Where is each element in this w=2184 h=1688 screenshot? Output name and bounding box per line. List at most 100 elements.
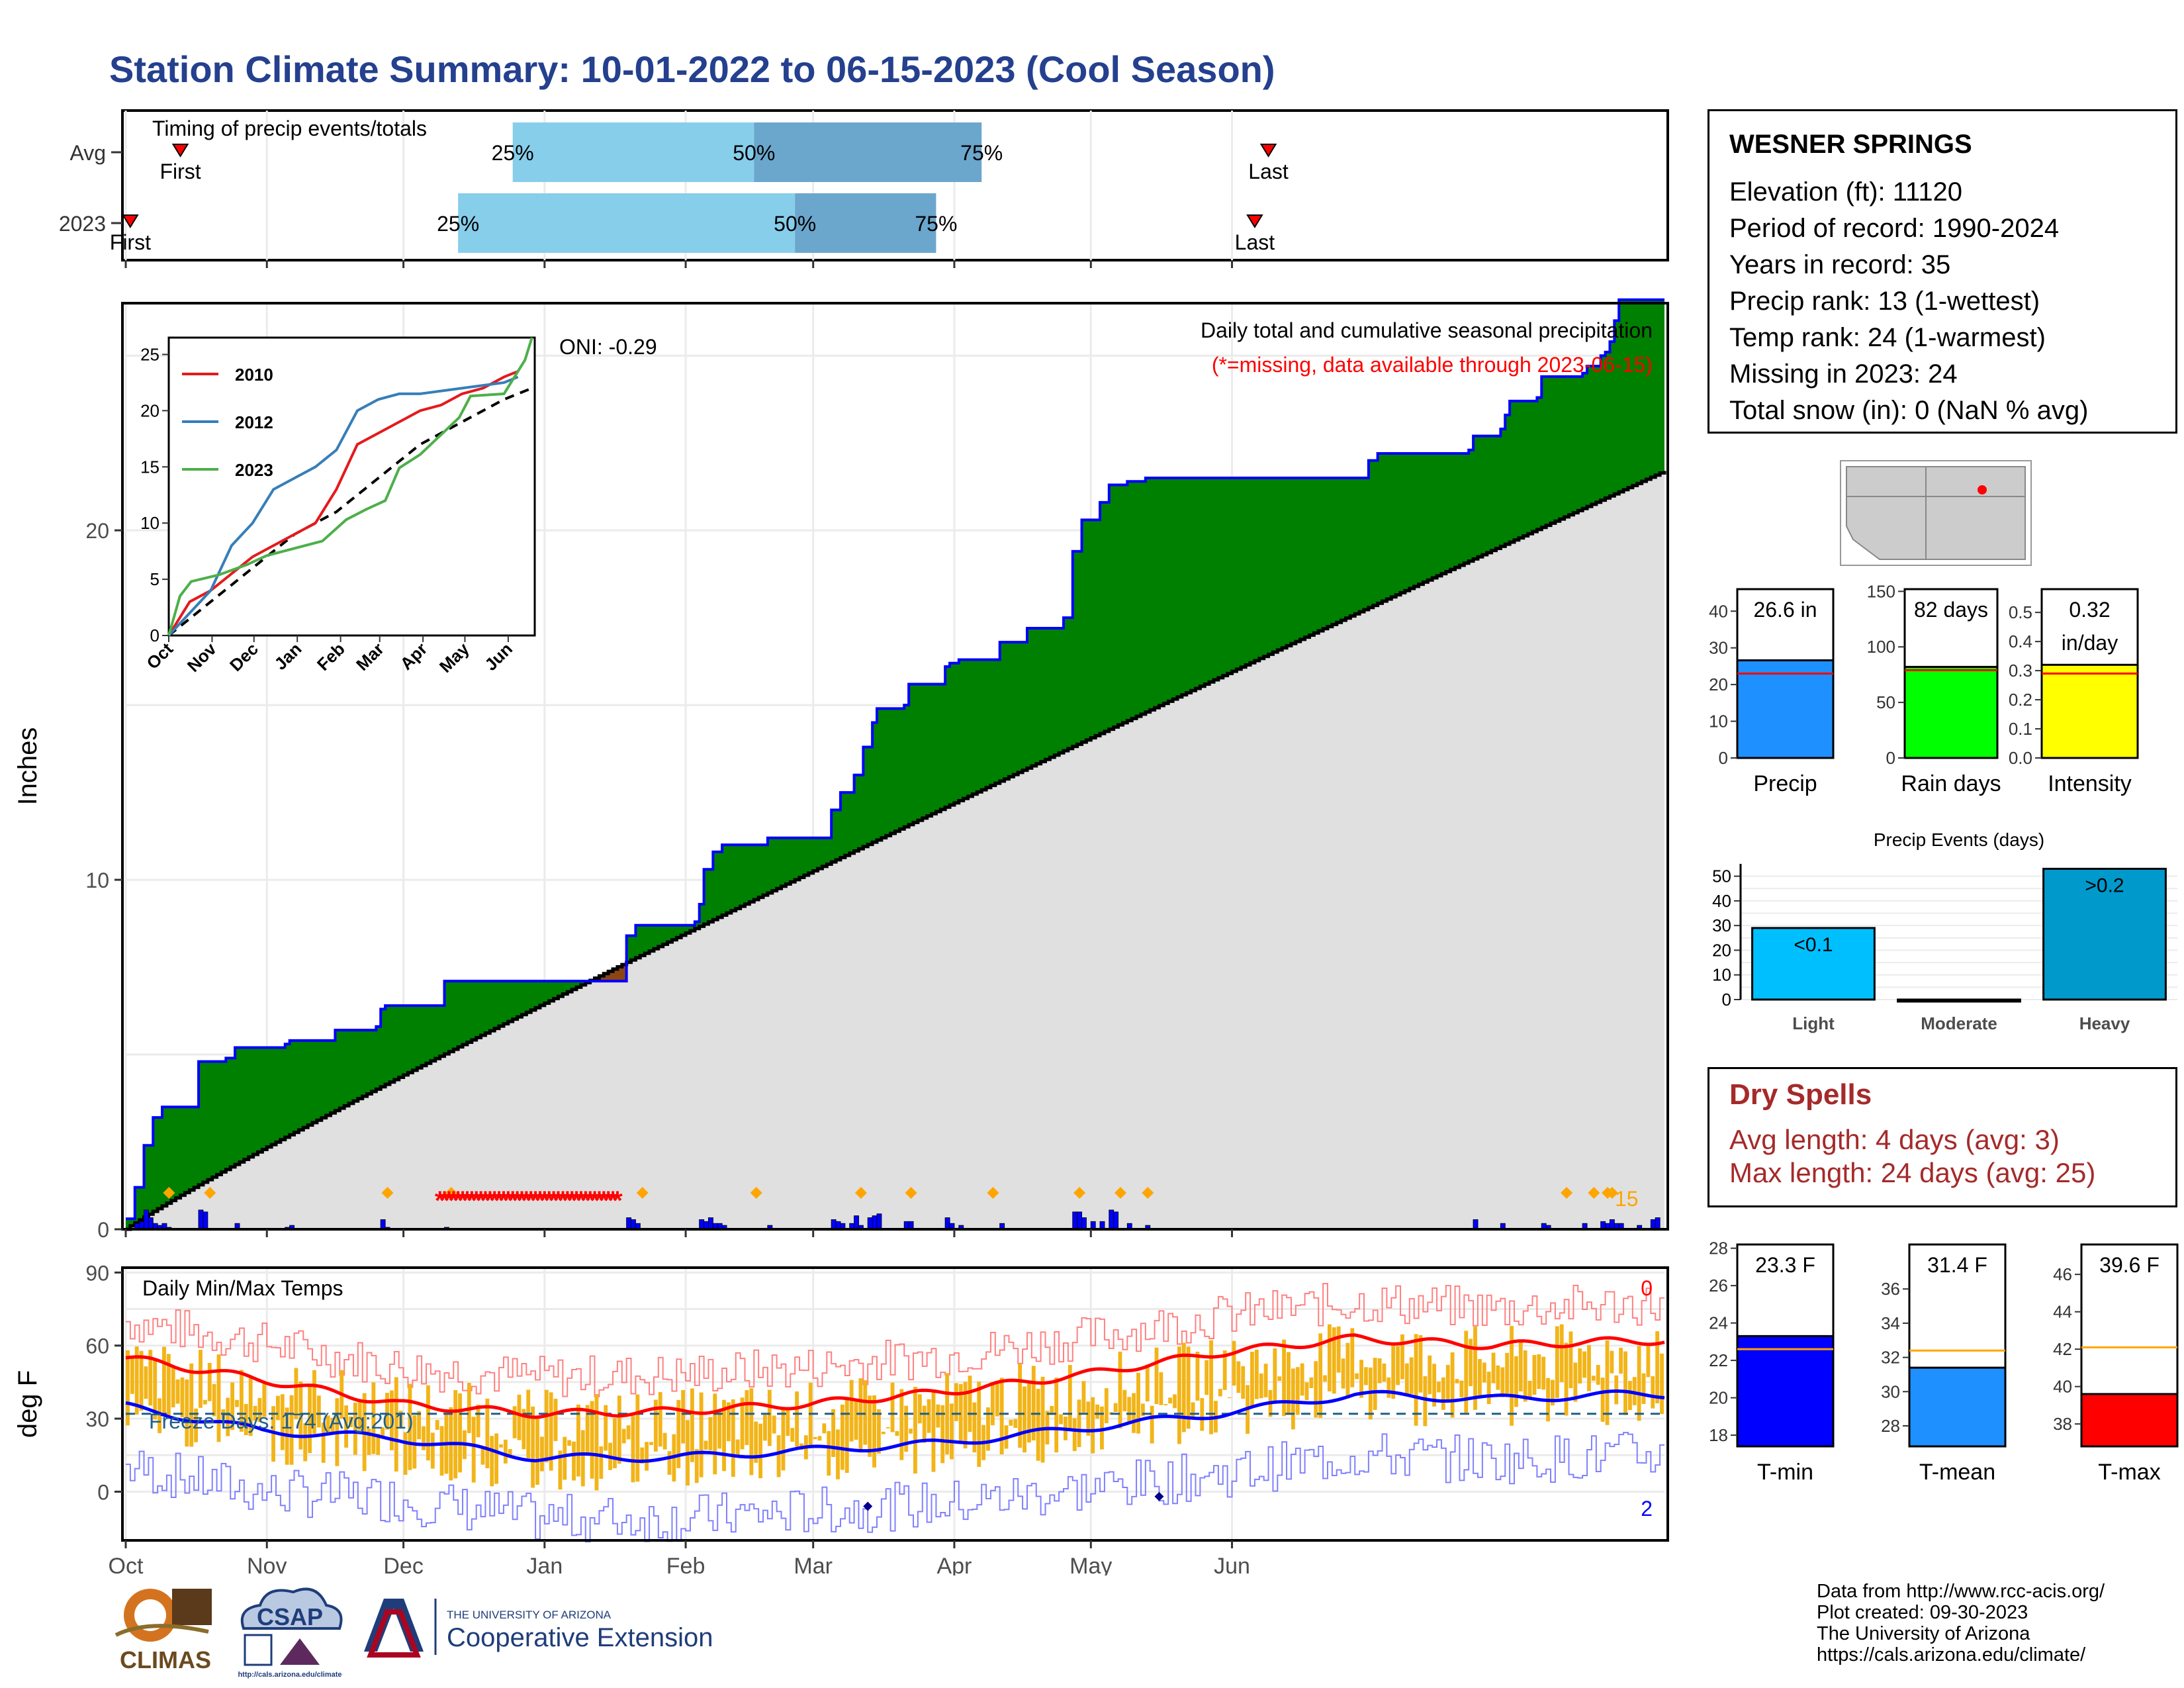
daily-temp-bar	[1573, 1362, 1578, 1402]
daily-temp-bar	[758, 1423, 762, 1479]
missing-day-marker: *	[480, 1186, 491, 1215]
daily-precip-bar	[1109, 1209, 1115, 1230]
record-high-count: 0	[1641, 1276, 1653, 1300]
missing-day-marker: *	[544, 1186, 555, 1215]
daily-temp-bar	[1527, 1380, 1532, 1399]
timing-panel-label: Timing of precip events/totals	[152, 117, 427, 140]
daily-temp-bar	[940, 1405, 945, 1464]
daily-temp-bar	[199, 1350, 203, 1408]
month-label: Apr	[936, 1554, 972, 1575]
daily-temp-bar	[1441, 1377, 1445, 1410]
missing-day-marker: *	[439, 1186, 450, 1215]
daily-temp-bar	[717, 1409, 722, 1449]
summary-bar-ytick-label: 28	[1709, 1239, 1728, 1258]
daily-temp-bar	[385, 1393, 389, 1430]
daily-precip-bar	[380, 1219, 386, 1230]
daily-temp-bar	[544, 1389, 549, 1463]
daily-temp-bar	[1218, 1389, 1222, 1397]
oni-label: ONI: -0.29	[559, 335, 657, 359]
month-label: Jun	[1214, 1554, 1250, 1575]
daily-temp-bar	[522, 1409, 526, 1450]
daily-temp-bar	[1095, 1404, 1100, 1419]
daily-temp-bar	[1500, 1367, 1505, 1397]
daily-temp-bar	[613, 1418, 617, 1469]
summary-bar-ytick-label: 30	[1881, 1382, 1900, 1401]
daily-temp-bar	[704, 1440, 708, 1450]
month-label: May	[1069, 1554, 1112, 1575]
daily-temp-bar	[148, 1350, 153, 1406]
daily-temp-bar	[1254, 1349, 1259, 1399]
daily-temp-bar	[1332, 1327, 1336, 1394]
daily-temp-bar	[899, 1389, 904, 1460]
daily-temp-bar	[786, 1408, 790, 1436]
daily-precip-bar	[1609, 1219, 1615, 1230]
daily-temp-bar	[453, 1389, 458, 1479]
daily-temp-bar	[189, 1363, 194, 1447]
daily-temp-bar	[1036, 1389, 1040, 1461]
summary-bar-value	[2080, 1393, 2179, 1448]
daily-temp-bar	[895, 1430, 899, 1436]
daily-temp-bar	[1445, 1364, 1450, 1403]
daily-temp-bar	[836, 1429, 840, 1479]
daily-temp-bar	[485, 1398, 490, 1469]
station-elevation: Elevation (ft): 11120	[1729, 177, 1963, 207]
summary-bar-ytick-label: 20	[1709, 675, 1728, 694]
daily-temp-bar	[1491, 1352, 1496, 1383]
observed-cumulative-line	[126, 298, 1664, 1221]
daily-temp-bar	[913, 1387, 917, 1474]
daily-precip-bar	[854, 1215, 859, 1230]
daily-temp-bar	[858, 1378, 863, 1453]
daily-temp-bar	[1081, 1381, 1086, 1413]
locator-map	[1840, 460, 2032, 566]
summary-bar-label: 0.32	[2069, 598, 2110, 622]
surplus-area	[126, 299, 1664, 1230]
daily-temp-bar	[831, 1409, 836, 1457]
daily-temp-bar	[212, 1383, 216, 1417]
station-name: WESNER SPRINGS	[1729, 130, 1972, 159]
snow-marker	[204, 1187, 216, 1199]
precip-events-title: Precip Events (days)	[1874, 829, 2044, 850]
daily-temp-bar	[126, 1350, 130, 1426]
csap-logo: CSAP http://cals.arizona.edu/climate	[238, 1587, 343, 1679]
daily-temp-bar	[749, 1388, 754, 1476]
missing-day-marker: *	[539, 1186, 550, 1215]
daily-temp-bar	[1259, 1373, 1263, 1399]
snow-marker	[1561, 1187, 1573, 1199]
daily-temp-bar	[480, 1446, 485, 1465]
daily-temp-bar	[1637, 1346, 1641, 1421]
summary-bar-ytick-label: 36	[1881, 1279, 1900, 1299]
summary-bar-ytick-label: 40	[1709, 601, 1728, 621]
daily-temp-bar	[1072, 1418, 1077, 1452]
daily-temp-bar	[1464, 1331, 1469, 1413]
daily-temp-bar	[649, 1442, 653, 1445]
daily-temp-bar	[617, 1395, 621, 1464]
precip-ylabel: Inches	[13, 727, 42, 806]
daily-temp-bar	[130, 1356, 134, 1394]
daily-temp-bar	[1086, 1401, 1091, 1436]
summary-bar-ytick-label: 22	[1709, 1350, 1728, 1370]
missing-day-marker: *	[603, 1186, 614, 1215]
summary-bar-ytick-label: 0.4	[2009, 632, 2032, 651]
daily-temp-bar	[357, 1400, 362, 1430]
daily-temp-bar	[621, 1429, 626, 1444]
summary-bar-value	[1903, 665, 1999, 759]
ua-logo-line1: THE UNIVERSITY OF ARIZONA	[447, 1609, 612, 1621]
timing-first-marker	[122, 214, 139, 228]
daily-temp-bar	[1364, 1367, 1368, 1385]
summary-bar-ytick-label: 24	[1709, 1313, 1728, 1333]
missing-day-marker: *	[471, 1186, 482, 1215]
inset-legend-label: 2023	[235, 460, 273, 480]
month-label: Feb	[666, 1554, 705, 1575]
credit-university: The University of Arizona	[1817, 1623, 2030, 1644]
missing-day-marker: *	[549, 1186, 559, 1215]
summary-bar-ytick-label: 0.1	[2009, 719, 2032, 739]
daily-temp-bar	[886, 1427, 890, 1429]
inset-ytick-label: 5	[150, 569, 159, 589]
daily-temp-bar	[294, 1368, 298, 1419]
daily-temp-bar	[1300, 1363, 1304, 1396]
missing-day-marker: *	[517, 1186, 527, 1215]
snow-marker	[1606, 1187, 1618, 1199]
daily-temp-bar	[435, 1420, 439, 1430]
summary-bar-label: 23.3 F	[1755, 1253, 1815, 1277]
daily-temp-bar	[1477, 1359, 1482, 1395]
